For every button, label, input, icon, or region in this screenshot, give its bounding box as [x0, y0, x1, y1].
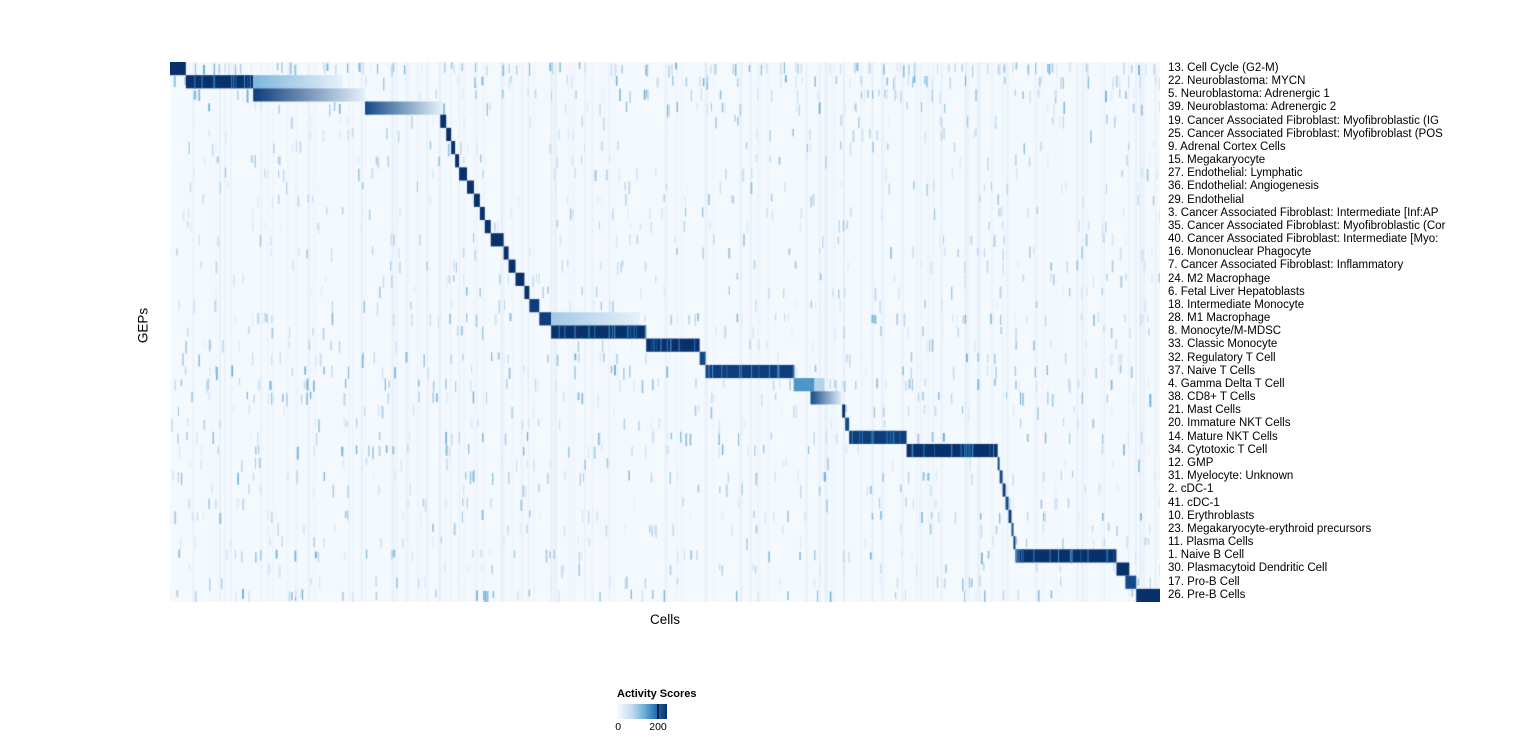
row-label: 26. Pre-B Cells: [1168, 588, 1246, 601]
row-label: 8. Monocyte/M-MDSC: [1168, 325, 1282, 338]
row-label: 21. Mast Cells: [1168, 404, 1241, 417]
row-labels: 13. Cell Cycle (G2-M) 22. Neuroblastoma: …: [1163, 62, 1540, 602]
row-label: 41. cDC-1: [1168, 496, 1220, 509]
row-label: 25. Cancer Associated Fibroblast: Myofib…: [1168, 127, 1443, 140]
row-label: 30. Plasmacytoid Dendritic Cell: [1168, 562, 1328, 575]
row-label: 9. Adrenal Cortex Cells: [1168, 140, 1286, 153]
heatmap-canvas: [170, 62, 1160, 602]
row-label: 14. Mature NKT Cells: [1168, 430, 1278, 443]
row-label: 13. Cell Cycle (G2-M): [1168, 62, 1279, 74]
row-label: 16. Mononuclear Phagocyte: [1168, 246, 1312, 259]
legend-title: Activity Scores: [617, 688, 697, 700]
y-axis-label: GEPs: [135, 307, 151, 344]
row-label: 38. CD8+ T Cells: [1168, 391, 1256, 404]
row-label: 1. Naive B Cell: [1168, 549, 1245, 562]
legend: Activity Scores 0 200: [615, 688, 737, 734]
row-label: 15. Megakaryocyte: [1168, 154, 1266, 167]
row-label: 17. Pro-B Cell: [1168, 575, 1240, 588]
row-label: 20. Immature NKT Cells: [1168, 417, 1291, 430]
row-label: 7. Cancer Associated Fibroblast: Inflamm…: [1168, 259, 1404, 272]
row-label: 19. Cancer Associated Fibroblast: Myofib…: [1168, 114, 1440, 127]
row-label: 31. Myelocyte: Unknown: [1168, 470, 1294, 483]
row-label: 5. Neuroblastoma: Adrenergic 1: [1168, 88, 1330, 101]
row-label: 29. Endothelial: [1168, 193, 1245, 206]
row-label: 22. Neuroblastoma: MYCN: [1168, 75, 1306, 87]
row-label: 33. Classic Monocyte: [1168, 338, 1278, 351]
row-label: 35. Cancer Associated Fibroblast: Myofib…: [1168, 219, 1446, 232]
row-label: 34. Cytotoxic T Cell: [1168, 443, 1268, 456]
row-label: 36. Endothelial: Angiogenesis: [1168, 180, 1319, 193]
row-label: 18. Intermediate Monocyte: [1168, 298, 1305, 311]
row-label: 24. M2 Macrophage: [1168, 272, 1271, 285]
legend-max-label: 200: [649, 721, 667, 733]
row-label: 37. Naive T Cells: [1168, 364, 1256, 377]
row-label: 12. GMP: [1168, 456, 1214, 469]
row-label: 23. Megakaryocyte-erythroid precursors: [1168, 522, 1372, 535]
legend-min-label: 0: [615, 721, 622, 733]
row-label: 40. Cancer Associated Fibroblast: Interm…: [1168, 233, 1439, 246]
row-label: 32. Regulatory T Cell: [1168, 351, 1276, 364]
row-label: 4. Gamma Delta T Cell: [1168, 377, 1285, 390]
legend-tick-mark: [657, 704, 659, 719]
row-label: 2. cDC-1: [1168, 483, 1214, 496]
row-label: 11. Plasma Cells: [1168, 536, 1254, 549]
row-label: 28. M1 Macrophage: [1168, 312, 1271, 325]
legend-tick-labels: 0 200: [615, 721, 677, 734]
row-label: 10. Erythroblasts: [1168, 509, 1255, 522]
row-label: 27. Endothelial: Lymphatic: [1168, 167, 1303, 180]
row-label: 3. Cancer Associated Fibroblast: Interme…: [1168, 206, 1439, 219]
row-label: 6. Fetal Liver Hepatoblasts: [1168, 285, 1305, 298]
row-label: 39. Neuroblastoma: Adrenergic 2: [1168, 101, 1337, 114]
legend-gradient-bar: [617, 704, 667, 719]
x-axis-label: Cells: [649, 612, 680, 627]
